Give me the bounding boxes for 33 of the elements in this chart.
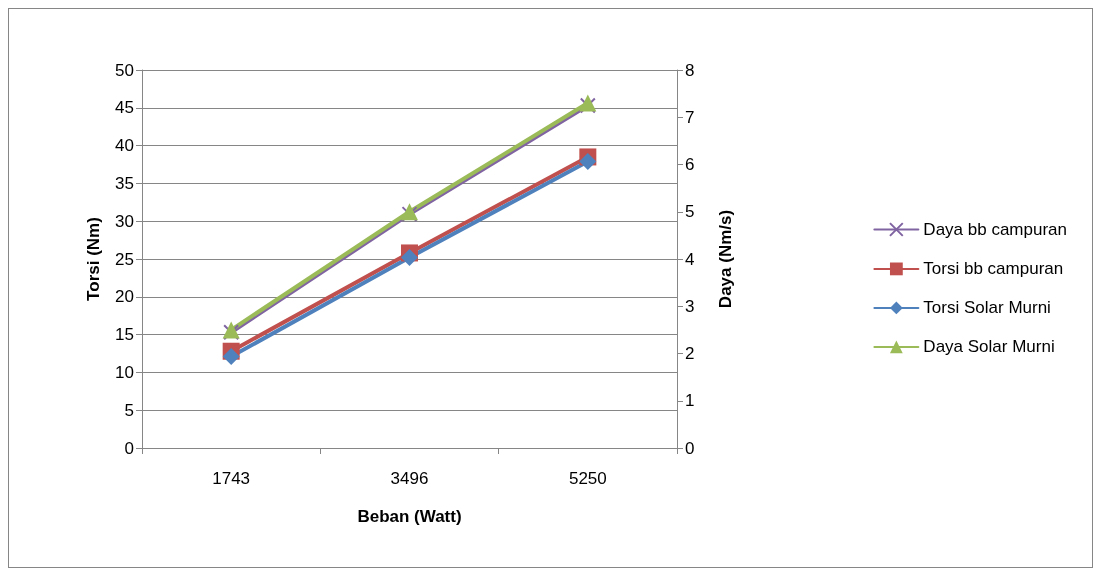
y-tick-label: 35 — [115, 173, 134, 193]
point — [222, 348, 240, 366]
y-axis-title: Torsi (Nm) — [84, 217, 103, 301]
legend-label: Torsi Solar Murni — [923, 298, 1051, 318]
y2-tick-label: 2 — [685, 344, 695, 363]
y-tick-label: 25 — [115, 249, 134, 269]
y-tick-label: 20 — [115, 287, 134, 307]
legend-label: Torsi bb campuran — [923, 259, 1064, 279]
y2-tick-label: 4 — [685, 249, 695, 269]
point — [401, 248, 418, 266]
y-tick-label: 30 — [115, 211, 134, 231]
legend-label: Daya Solar Murni — [923, 337, 1055, 357]
x-tick-label: 3496 — [390, 469, 429, 488]
legend-label: Daya bb campuran — [923, 220, 1067, 239]
y-tick-label: 45 — [115, 98, 134, 118]
y-tick-label: 15 — [115, 325, 134, 345]
y2-tick-label: 3 — [685, 296, 695, 316]
y-tick-label: 5 — [124, 400, 134, 420]
x-axis-title: Beban (Watt) — [357, 507, 462, 526]
point — [579, 152, 597, 170]
y-tick-label: 40 — [115, 136, 134, 156]
x-tick-label: 1743 — [212, 469, 251, 488]
y2-axis-title: Daya (Nm/s) — [716, 209, 735, 309]
y2-tick-label: 5 — [685, 202, 695, 222]
y-tick-label: 0 — [124, 438, 134, 458]
y2-tick-label: 7 — [685, 107, 695, 127]
y-tick-label: 10 — [115, 362, 134, 382]
y2-tick-label: 0 — [685, 438, 695, 458]
y-tick-label: 50 — [115, 60, 134, 80]
x-tick-label: 5250 — [568, 469, 607, 488]
y2-tick-label: 8 — [685, 60, 695, 80]
y2-tick-label: 6 — [685, 155, 695, 174]
y2-tick-label: 1 — [685, 391, 695, 411]
